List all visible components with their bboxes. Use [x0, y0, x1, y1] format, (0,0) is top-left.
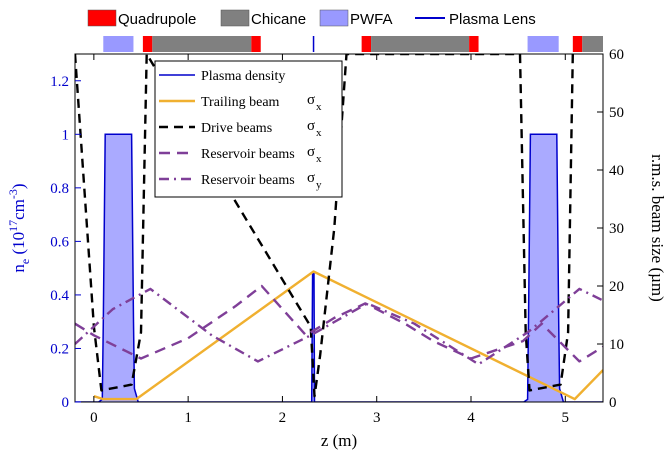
y-left-axis-label-part: 17	[6, 220, 20, 232]
legend-entry-label: Reservoir beams	[201, 147, 295, 162]
y-left-tick-label: 0.4	[50, 288, 69, 304]
legend-box	[154, 60, 343, 198]
beamline-segment-chicane	[582, 36, 603, 52]
legend-swatch-chicane	[220, 9, 250, 27]
y-left-tick-label: 0.8	[50, 181, 69, 197]
y-left-axis-label-part: n	[9, 264, 28, 273]
x-tick-label: 1	[184, 410, 192, 426]
series-line-reservoir-beams-x	[75, 284, 603, 363]
y-right-tick-label: 30	[609, 221, 624, 237]
y-left-axis-label: ne (1017cm-3)	[6, 183, 32, 272]
top-legend: Quadrupole Chicane PWFA Plasma Lens	[87, 9, 536, 28]
y-left-tick-label: 0	[62, 395, 70, 411]
y-left-tick-label: 1.2	[50, 74, 69, 90]
y-left-axis-label-part: )	[9, 183, 28, 189]
legend-entry-subscript: x	[316, 153, 322, 165]
y-right-axis-label: r.m.s. beam size (µm)	[648, 154, 665, 302]
legend-entry-sigma: σ	[307, 170, 315, 186]
legend-entry-subscript: x	[316, 101, 322, 113]
legend-label-quadrupole: Quadrupole	[118, 11, 196, 28]
beamline-segment-quadrupole	[142, 36, 153, 52]
legend-entry-label: Drive beams	[201, 121, 272, 136]
y-left-axis-label-part: cm	[9, 199, 28, 220]
beamline-segment-quadrupole	[251, 36, 261, 52]
beamline-segment-pwfa	[527, 36, 559, 52]
series-line-plasma-density	[75, 133, 603, 402]
beamline-segment-quadrupole	[361, 36, 372, 52]
y-left-tick-label: 1	[62, 127, 70, 143]
legend-entry-subscript: x	[316, 127, 322, 139]
y-right-tick-label: 0	[609, 395, 617, 411]
y-left-axis-label-part: e	[18, 259, 32, 264]
x-tick-label: 2	[279, 410, 287, 426]
legend-swatch-quadrupole	[87, 9, 117, 27]
legend-swatch-pwfa	[319, 9, 349, 27]
series-line-reservoir-beams-y	[75, 287, 603, 366]
legend-entry-label: Trailing beam	[201, 95, 280, 110]
y-right-tick-label: 50	[609, 105, 624, 121]
series-fill-plasma-density	[75, 134, 603, 402]
legend-entry-subscript: y	[316, 179, 322, 191]
legend-entry-label: Plasma density	[201, 69, 285, 84]
x-axis-label: z (m)	[321, 431, 357, 450]
legend-label-chicane: Chicane	[251, 11, 306, 28]
y-right-tick-label: 10	[609, 337, 624, 353]
beamline-segment-pwfa	[103, 36, 134, 52]
series-line-trailing-beam-x	[93, 270, 603, 401]
y-left-axis-label-text: ne (1017cm-3)	[6, 183, 32, 272]
y-right-tick-label: 20	[609, 279, 624, 295]
legend-label-pwfa: PWFA	[350, 11, 393, 28]
beamline-segment-quadrupole	[469, 36, 479, 52]
beamline-segment-quadrupole	[572, 36, 583, 52]
legend-entry-sigma: σ	[307, 92, 315, 108]
legend-label-plasma-lens: Plasma Lens	[449, 11, 536, 28]
series-line-drive-beams-x	[75, 54, 574, 398]
beamline-segment-chicane	[371, 36, 470, 52]
y-right-tick-label: 60	[609, 47, 624, 63]
y-right-axis-label-group: r.m.s. beam size (µm)	[648, 154, 665, 302]
legend-entry-label: Reservoir beams	[201, 173, 295, 188]
y-left-axis-label-part: (10	[9, 232, 28, 259]
x-tick-label: 3	[373, 410, 381, 426]
legend-entry-sigma: σ	[307, 118, 315, 134]
x-tick-label: 5	[562, 410, 570, 426]
series-layer	[75, 54, 603, 402]
beamline-strip	[103, 36, 603, 52]
beamline-segment-chicane	[152, 36, 252, 52]
x-tick-label: 0	[90, 410, 98, 426]
y-left-tick-label: 0.2	[50, 341, 69, 357]
y-left-axis-label-part: -3	[6, 189, 20, 199]
legend-entry-sigma: σ	[307, 144, 315, 160]
x-tick-label: 4	[467, 410, 475, 426]
y-left-tick-label: 0.6	[50, 234, 69, 250]
y-right-tick-label: 40	[609, 163, 624, 179]
